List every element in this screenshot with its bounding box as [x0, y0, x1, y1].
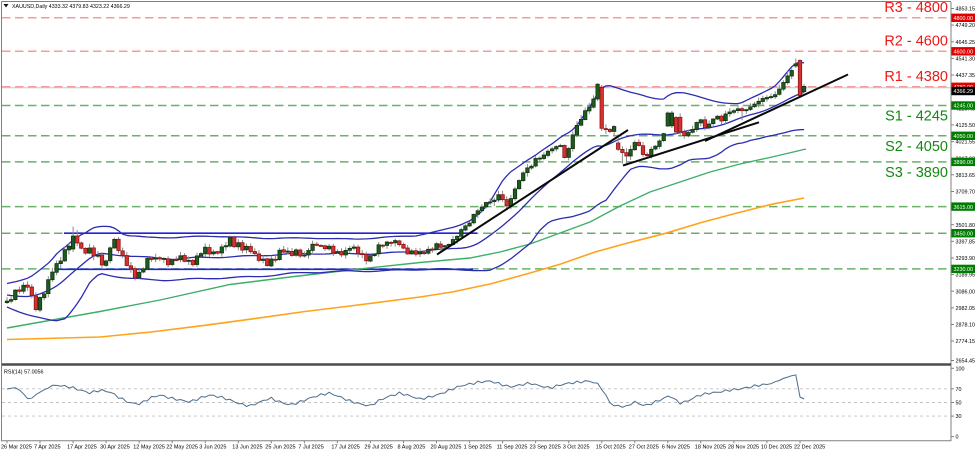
svg-text:4800.00: 4800.00	[954, 16, 974, 22]
svg-text:4050.00: 4050.00	[954, 134, 974, 140]
svg-text:3813.65: 3813.65	[956, 173, 975, 179]
svg-text:3501.80: 3501.80	[956, 223, 975, 229]
svg-text:4600.00: 4600.00	[954, 50, 974, 56]
svg-text:7 Jul 2025: 7 Jul 2025	[298, 444, 323, 450]
svg-text:27 Oct 2025: 27 Oct 2025	[629, 444, 659, 450]
svg-text:13 Jun 2025: 13 Jun 2025	[232, 444, 262, 450]
svg-text:S2 - 4050: S2 - 4050	[885, 139, 948, 155]
svg-text:3086.00: 3086.00	[956, 289, 975, 295]
svg-text:3 Jun 2025: 3 Jun 2025	[199, 444, 226, 450]
svg-text:50: 50	[956, 401, 962, 407]
svg-text:26 Mar 2025: 26 Mar 2025	[1, 444, 32, 450]
svg-text:3189.95: 3189.95	[956, 273, 975, 279]
svg-text:R1 - 4380: R1 - 4380	[884, 69, 948, 85]
svg-text:R3 - 4800: R3 - 4800	[884, 0, 948, 16]
svg-text:11 Sep 2025: 11 Sep 2025	[497, 444, 528, 450]
svg-text:8 Aug 2025: 8 Aug 2025	[398, 444, 426, 450]
svg-text:3397.85: 3397.85	[956, 239, 975, 245]
svg-text:4021.55: 4021.55	[956, 140, 975, 146]
svg-text:4125.50: 4125.50	[956, 123, 975, 129]
svg-text:3293.90: 3293.90	[956, 256, 975, 262]
svg-text:70: 70	[956, 387, 962, 393]
svg-text:22 May 2025: 22 May 2025	[166, 444, 198, 450]
svg-text:RSI(14) 57.0056: RSI(14) 57.0056	[4, 370, 44, 376]
svg-text:22 Dec 2025: 22 Dec 2025	[794, 444, 825, 450]
svg-text:18 Nov 2025: 18 Nov 2025	[695, 444, 726, 450]
svg-text:25 Jun 2025: 25 Jun 2025	[265, 444, 295, 450]
svg-text:3 Oct 2025: 3 Oct 2025	[563, 444, 590, 450]
svg-text:30: 30	[956, 414, 962, 420]
svg-text:4853.15: 4853.15	[956, 7, 975, 13]
svg-text:4645.25: 4645.25	[956, 40, 975, 46]
svg-text:2774.15: 2774.15	[956, 339, 975, 345]
svg-text:4749.20: 4749.20	[956, 23, 975, 29]
svg-text:1 Sep 2025: 1 Sep 2025	[464, 444, 492, 450]
svg-text:4366.29: 4366.29	[954, 89, 974, 95]
svg-text:30 Apr 2025: 30 Apr 2025	[100, 444, 130, 450]
svg-text:XAUUSD,Daily 4333.32 4379.83: XAUUSD,Daily 4333.32 4379.83 4323.22 436…	[12, 4, 130, 10]
svg-text:15 Oct 2025: 15 Oct 2025	[596, 444, 626, 450]
svg-text:28 Nov 2025: 28 Nov 2025	[728, 444, 759, 450]
svg-text:3230.00: 3230.00	[954, 267, 974, 273]
svg-text:3615.00: 3615.00	[954, 205, 974, 211]
svg-text:23 Sep 2025: 23 Sep 2025	[530, 444, 561, 450]
svg-text:17 Apr 2025: 17 Apr 2025	[67, 444, 97, 450]
svg-text:7 Apr 2025: 7 Apr 2025	[34, 444, 61, 450]
svg-text:2654.45: 2654.45	[956, 359, 975, 365]
svg-text:3450.00: 3450.00	[954, 231, 974, 237]
svg-text:10 Dec 2025: 10 Dec 2025	[761, 444, 792, 450]
svg-text:4541.30: 4541.30	[956, 57, 975, 63]
svg-text:2982.05: 2982.05	[956, 306, 975, 312]
svg-text:0: 0	[956, 435, 959, 441]
svg-text:S1 - 4245: S1 - 4245	[885, 109, 948, 125]
svg-text:17 Jul 2025: 17 Jul 2025	[331, 444, 359, 450]
svg-text:S3 - 3890: S3 - 3890	[885, 165, 948, 181]
svg-text:3709.70: 3709.70	[956, 190, 975, 196]
svg-text:R2 - 4600: R2 - 4600	[884, 33, 948, 49]
svg-text:20 Aug 2025: 20 Aug 2025	[431, 444, 462, 450]
svg-text:29 Jul 2025: 29 Jul 2025	[364, 444, 392, 450]
svg-text:2878.10: 2878.10	[956, 323, 975, 329]
svg-text:100: 100	[956, 366, 965, 372]
svg-text:3890.00: 3890.00	[954, 160, 974, 166]
svg-text:12 May 2025: 12 May 2025	[133, 444, 165, 450]
svg-text:4245.00: 4245.00	[954, 104, 974, 110]
svg-text:4437.35: 4437.35	[956, 73, 975, 79]
svg-text:6 Nov 2025: 6 Nov 2025	[662, 444, 690, 450]
